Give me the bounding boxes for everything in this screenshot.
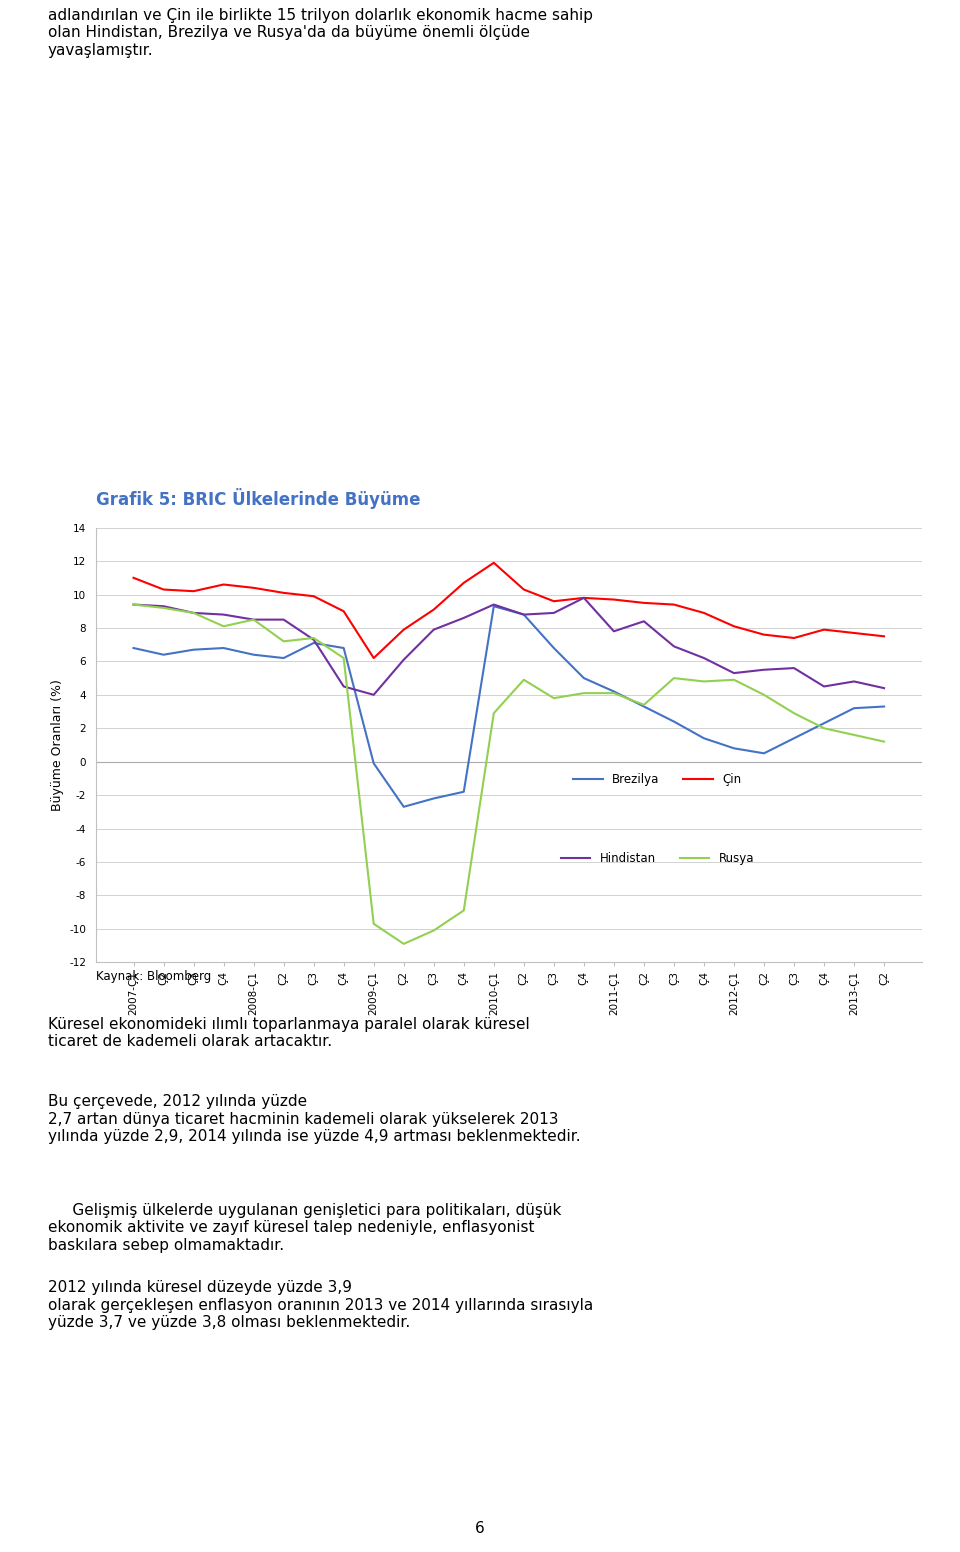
Y-axis label: Büyüme Oranları (%): Büyüme Oranları (%) [51, 680, 63, 810]
Text: Grafik 5: BRIC Ülkelerinde Büyüme: Grafik 5: BRIC Ülkelerinde Büyüme [96, 487, 420, 509]
Text: Gelişmiş ülkelerde uygulanan genişletici para politikaları, düşük
ekonomik aktiv: Gelişmiş ülkelerde uygulanan genişletici… [48, 1203, 562, 1252]
Text: 2012 yılında küresel düzeyde yüzde 3,9
olarak gerçekleşen enflasyon oranının 201: 2012 yılında küresel düzeyde yüzde 3,9 o… [48, 1280, 593, 1330]
Text: 6: 6 [475, 1521, 485, 1536]
Text: Bu çerçevede, 2012 yılında yüzde
2,7 artan dünya ticaret hacminin kademeli olara: Bu çerçevede, 2012 yılında yüzde 2,7 art… [48, 1094, 581, 1144]
Legend: Hindistan, Rusya: Hindistan, Rusya [556, 847, 758, 869]
Text: Küresel ekonomideki ılımlı toparlanmaya paralel olarak küresel
ticaret de kademe: Küresel ekonomideki ılımlı toparlanmaya … [48, 1017, 530, 1049]
Text: Kaynak: Bloomberg: Kaynak: Bloomberg [96, 970, 211, 982]
Text: adlandırılan ve Çin ile birlikte 15 trilyon dolarlık ekonomik hacme sahip
olan H: adlandırılan ve Çin ile birlikte 15 tril… [48, 8, 593, 57]
